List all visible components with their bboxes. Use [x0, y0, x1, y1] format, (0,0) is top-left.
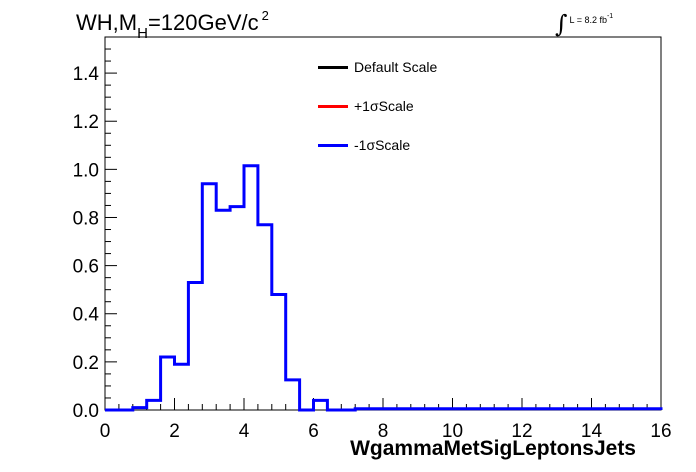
y-tick-label: 1.0: [73, 160, 99, 181]
x-tick-label: 12: [511, 421, 532, 442]
legend-swatch-plus1sigma: [318, 105, 348, 108]
y-tick-label: 0.0: [73, 401, 99, 422]
x-tick-label: 8: [378, 421, 389, 442]
y-tick-label: 1.2: [73, 112, 99, 133]
x-tick-label: 14: [581, 421, 603, 442]
series-line-minus1sigma: [105, 164, 663, 412]
y-tick-label: 0.2: [73, 353, 99, 374]
x-tick-label: 2: [169, 421, 180, 442]
y-axis: 0.0 0.2 0.4 0.6 0.8 1.0 1.2 1.4: [73, 48, 117, 422]
legend-label: -1σScale: [354, 137, 411, 153]
chart-title: WH,MH=120GeV/c 2: [76, 8, 269, 42]
legend-swatch-default: [318, 66, 348, 69]
legend-swatch-minus1sigma: [318, 144, 348, 147]
legend-label: +1σScale: [354, 98, 414, 114]
x-tick-label: 16: [650, 421, 671, 442]
luminosity-label: ∫ L = 8.2 fb-1: [555, 10, 614, 38]
y-tick-label: 1.4: [73, 64, 100, 85]
y-tick-label: 0.4: [73, 305, 100, 326]
x-tick-label: 4: [239, 421, 250, 442]
x-axis-label: WgammaMetSigLeptonsJets: [350, 437, 636, 460]
integral-symbol: ∫: [555, 10, 568, 38]
y-tick-label: 0.6: [73, 257, 99, 278]
x-tick-label: 0: [100, 421, 111, 442]
x-tick-label: 6: [308, 421, 319, 442]
legend-label: Default Scale: [354, 59, 438, 75]
x-tick-label: 10: [442, 421, 463, 442]
x-axis: 0 2 4 6 8 10 12 14 16: [100, 398, 672, 442]
y-tick-label: 0.8: [73, 208, 99, 229]
